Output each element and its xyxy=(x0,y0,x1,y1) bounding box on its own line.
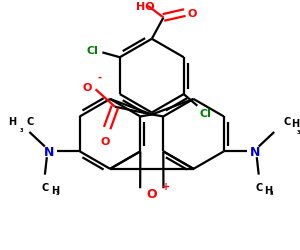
Text: C: C xyxy=(284,117,291,127)
Text: H: H xyxy=(51,186,59,196)
Text: Cl: Cl xyxy=(87,46,98,56)
Text: -: - xyxy=(98,72,101,82)
Text: N: N xyxy=(250,145,260,158)
Text: H: H xyxy=(265,186,273,196)
Text: Cl: Cl xyxy=(199,108,211,118)
Text: O: O xyxy=(188,8,197,18)
Text: H: H xyxy=(291,119,299,129)
Text: ₃: ₃ xyxy=(56,188,59,196)
Text: O: O xyxy=(100,136,110,146)
Text: ₃: ₃ xyxy=(297,126,300,136)
Text: ₃: ₃ xyxy=(269,188,273,196)
Text: C: C xyxy=(255,183,262,193)
Text: O: O xyxy=(82,83,92,93)
Text: O: O xyxy=(146,187,157,200)
Text: C: C xyxy=(41,183,49,193)
Text: H: H xyxy=(8,117,16,127)
Text: N: N xyxy=(44,145,54,158)
Text: +: + xyxy=(161,182,169,192)
Text: C: C xyxy=(26,117,34,127)
Text: HO: HO xyxy=(136,2,155,12)
Text: ₃: ₃ xyxy=(20,125,23,134)
